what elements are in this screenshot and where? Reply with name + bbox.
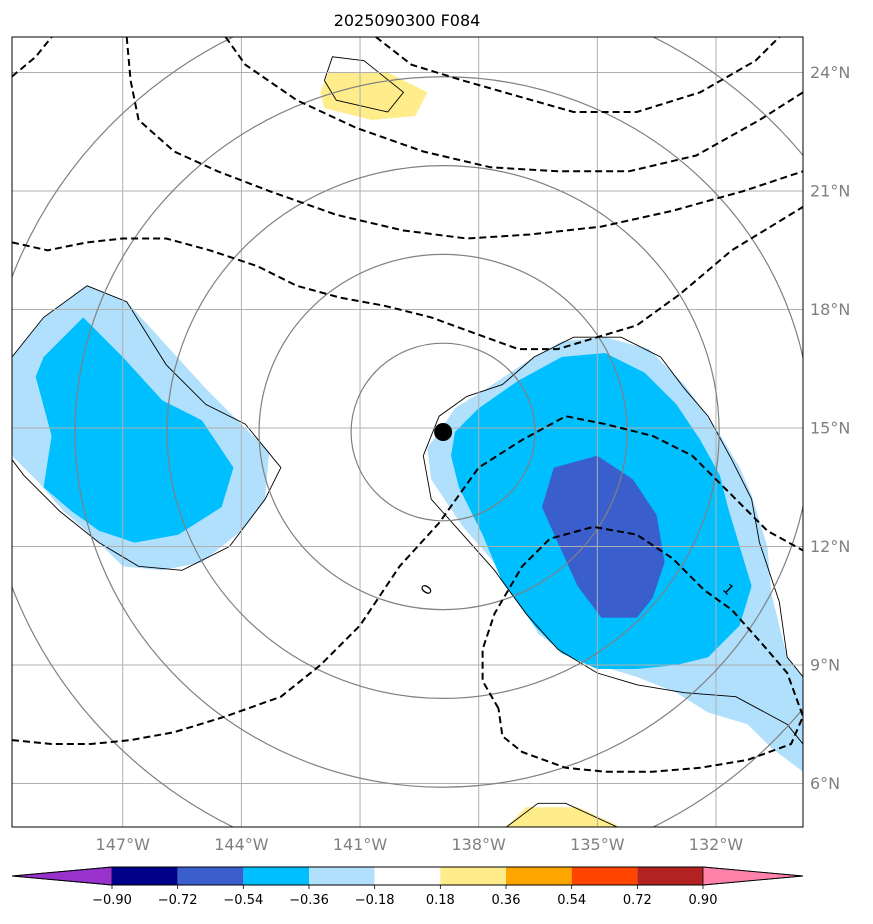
colorbar-tick-label: −0.90	[92, 893, 132, 908]
zero-contour-line-0	[12, 285, 282, 571]
colorbar-segment	[506, 867, 572, 885]
longitude-labels: 147°W 144°W 141°W 138°W 135°W 132°W	[96, 835, 744, 854]
colorbar-segment	[571, 867, 638, 885]
latitude-tick-label: 12°N	[810, 537, 850, 556]
latitude-tick-label: 15°N	[810, 419, 850, 438]
colorbar-tick-label: −0.72	[158, 893, 198, 908]
latitude-tick-label: 9°N	[810, 656, 840, 675]
dashed-contour-line-1	[125, 37, 803, 240]
colorbar-tick-label: 0.54	[557, 893, 586, 908]
zero-contour-line-3	[506, 802, 618, 827]
colorbar-segment	[243, 867, 309, 885]
zero-contour-line-1	[422, 336, 803, 745]
dashed-contour-line-3	[375, 37, 781, 113]
latitude-tick-label: 24°N	[810, 63, 850, 82]
colorbar-tick-labels: −0.90 −0.72 −0.54 −0.36 −0.18 0.18 0.36 0.54 0.7…	[92, 885, 717, 908]
chart-title: 2025090300 F084	[334, 11, 481, 30]
range-ring-500km	[258, 253, 628, 611]
range-rings-layer	[12, 37, 803, 827]
shaded-region-east-band-dark	[542, 455, 665, 618]
colorbar-tick-label: 0.72	[623, 893, 652, 908]
gridlines-layer	[12, 37, 803, 827]
dashed-contour-layer	[12, 37, 803, 773]
latitude-tick-label: 18°N	[810, 300, 850, 319]
colorbar-tick-label: −0.18	[355, 893, 395, 908]
colorbar-segment	[637, 867, 703, 885]
latitude-tick-label: 21°N	[810, 182, 850, 201]
range-ring-250km	[350, 342, 536, 522]
longitude-tick-label: 135°W	[570, 835, 625, 854]
range-ring-1000km	[74, 76, 803, 788]
longitude-tick-label: 132°W	[689, 835, 744, 854]
colorbar-segment	[112, 867, 178, 885]
colorbar-extend-low	[11, 866, 113, 886]
dashed-contour-line-4	[12, 206, 803, 351]
dashed-contour-line-0	[12, 37, 53, 78]
latitude-tick-label: 6°N	[810, 774, 840, 793]
plot-frame	[11, 36, 804, 828]
longitude-tick-label: 144°W	[214, 835, 269, 854]
shaded-region-north-band-yellow	[320, 72, 428, 120]
colorbar-tick-label: −0.54	[223, 893, 263, 908]
shaded-region-west-band-medium	[35, 317, 234, 543]
colorbar	[11, 866, 804, 886]
colorbar-segment	[309, 867, 375, 885]
longitude-tick-label: 141°W	[333, 835, 388, 854]
storm-center-marker	[434, 423, 453, 441]
latitude-labels: 6°N 9°N 12°N 15°N 18°N 21°N 24°N	[810, 63, 850, 793]
colorbar-segment	[177, 867, 244, 885]
colorbar-segment	[440, 867, 506, 885]
range-ring-750km	[166, 164, 720, 700]
zero-contour-layer	[12, 56, 803, 827]
colorbar-tick-label: 0.90	[689, 893, 718, 908]
longitude-tick-label: 138°W	[452, 835, 507, 854]
zero-contour-line-2	[323, 56, 405, 113]
longitude-tick-label: 147°W	[96, 835, 151, 854]
colorbar-segment	[374, 867, 441, 885]
colorbar-tick-label: 0.18	[426, 893, 455, 908]
colorbar-tick-label: 0.36	[492, 893, 521, 908]
shaded-region-south-band-yellow	[506, 807, 622, 827]
colorbar-tick-label: −0.36	[289, 893, 329, 908]
colorbar-extend-high	[702, 866, 804, 886]
dashed-contour-line-2	[224, 37, 803, 173]
dashed-contour-line-5	[12, 415, 803, 745]
dashed-contour-line-6	[481, 525, 803, 773]
